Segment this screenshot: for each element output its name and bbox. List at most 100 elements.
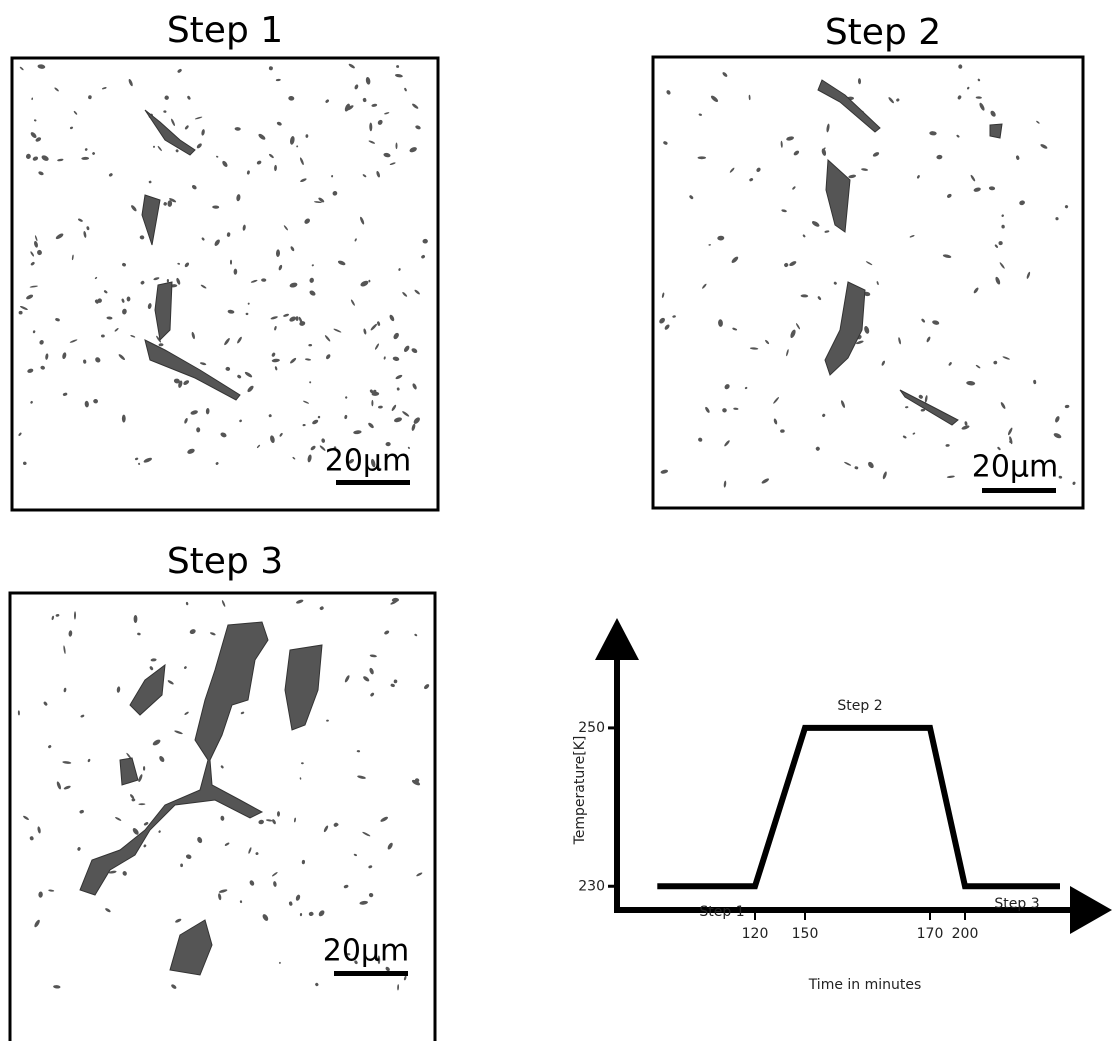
speck — [414, 778, 420, 783]
speck — [55, 318, 60, 322]
speck — [973, 187, 981, 192]
speck — [221, 600, 226, 607]
speck — [332, 190, 338, 196]
speck — [175, 149, 179, 153]
speck — [97, 298, 102, 303]
speck — [292, 456, 296, 460]
annotation: Step 3 — [994, 896, 1039, 912]
speck — [376, 170, 380, 178]
speck — [705, 406, 710, 413]
speck — [917, 175, 920, 179]
speck — [163, 202, 167, 206]
speck — [905, 406, 909, 409]
speck — [861, 168, 869, 171]
speck — [184, 262, 190, 268]
speck — [138, 774, 143, 783]
speck — [389, 314, 395, 322]
chart: Time in minutes Temperature[K] Step 1 St… — [572, 618, 1112, 993]
speck — [302, 400, 310, 404]
speck — [353, 853, 358, 857]
speck — [159, 756, 165, 762]
speck — [289, 136, 295, 145]
speck — [821, 148, 827, 156]
speck — [265, 819, 273, 822]
speck — [374, 343, 380, 350]
speck — [163, 110, 167, 113]
speck — [323, 825, 329, 833]
speck — [80, 714, 85, 718]
speck — [833, 281, 837, 285]
speck — [977, 78, 981, 82]
speck — [274, 164, 277, 172]
speck — [362, 97, 367, 103]
y-tick-label: 250 — [578, 720, 605, 736]
speck — [289, 316, 297, 322]
scale-bar — [982, 488, 1056, 493]
panel-frame — [651, 55, 1085, 510]
speck — [313, 201, 322, 204]
speck — [689, 195, 694, 200]
speck — [200, 284, 207, 289]
speck — [975, 96, 982, 99]
speck — [800, 294, 809, 298]
speck — [1019, 200, 1025, 206]
feature — [154, 281, 173, 342]
speck — [258, 819, 264, 825]
speck — [384, 630, 390, 635]
speck — [187, 95, 191, 100]
speck — [368, 892, 374, 898]
speck — [143, 766, 146, 771]
speck — [132, 828, 139, 835]
speck — [1009, 436, 1013, 445]
speck — [318, 910, 325, 917]
speck — [173, 378, 180, 384]
speck — [391, 597, 399, 603]
speck — [1055, 416, 1060, 423]
speck — [781, 209, 787, 213]
speck — [998, 241, 1003, 246]
speck — [33, 119, 37, 122]
speck — [26, 294, 34, 300]
speck — [39, 339, 44, 345]
speck — [385, 441, 391, 447]
speck — [932, 320, 940, 325]
speck — [84, 148, 88, 151]
speck — [94, 276, 98, 280]
speck — [130, 794, 135, 799]
speck — [394, 417, 402, 423]
feature — [284, 644, 323, 731]
speck — [354, 238, 357, 242]
speck — [744, 386, 748, 390]
speck — [247, 385, 254, 393]
speck — [988, 186, 996, 191]
speck — [370, 323, 377, 331]
speck — [271, 871, 278, 877]
speck — [256, 444, 261, 449]
speck — [245, 312, 249, 316]
speck — [368, 422, 374, 429]
speck — [244, 371, 253, 378]
speck — [19, 305, 28, 311]
speck — [171, 984, 177, 989]
speck — [393, 332, 399, 340]
feature — [824, 281, 866, 376]
speck — [348, 458, 354, 464]
speck — [271, 352, 276, 357]
speck — [325, 99, 329, 103]
speck — [302, 423, 306, 427]
x-tick-label: 200 — [952, 926, 979, 942]
speck — [37, 249, 42, 256]
speck — [147, 303, 152, 310]
y-tick-label: 230 — [578, 878, 605, 894]
speck — [708, 244, 711, 246]
speck — [171, 118, 175, 126]
speck — [802, 234, 806, 238]
speck — [37, 64, 46, 69]
speck — [664, 324, 670, 330]
speck — [385, 966, 390, 972]
speck — [363, 676, 370, 682]
speck — [27, 368, 34, 373]
speck — [276, 811, 281, 817]
speck — [138, 803, 146, 806]
speck — [308, 911, 314, 917]
